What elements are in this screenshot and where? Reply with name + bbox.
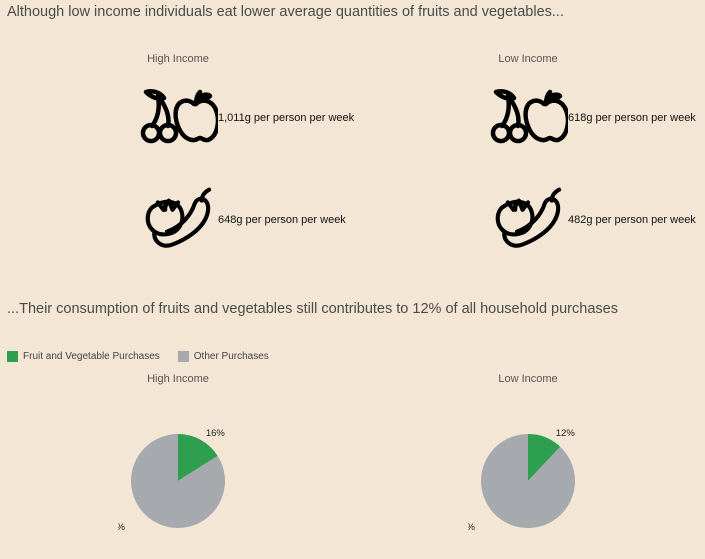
slice-other xyxy=(481,434,575,528)
legend-item-other: Other Purchases xyxy=(177,351,269,362)
bottom-heading: ...Their consumption of fruits and veget… xyxy=(7,301,618,317)
legend: Fruit and Vegetable Purchases Other Purc… xyxy=(7,351,287,362)
vegetable-icon xyxy=(488,186,568,250)
label-fruit-veg: 16% xyxy=(206,428,226,439)
high-fruit-quantity: 1,011g per person per week xyxy=(218,112,355,124)
pie-title-high: High Income xyxy=(147,373,209,385)
pie-chart-high: 16% 84% xyxy=(118,415,248,545)
low-veg-quantity: 482g per person per week xyxy=(568,214,696,226)
legend-label-other: Other Purchases xyxy=(193,351,269,362)
pie-chart-low: 12% 88% xyxy=(468,415,598,545)
slice-fruit-veg xyxy=(528,434,561,481)
slice-fruit-veg xyxy=(178,434,218,481)
low-income-title: Low Income xyxy=(498,53,558,65)
high-veg-quantity: 648g per person per week xyxy=(218,214,346,226)
vegetable-icon xyxy=(138,186,218,250)
low-fruit-quantity: 618g per person per week xyxy=(568,112,696,124)
slice-other xyxy=(130,434,225,528)
top-heading: Although low income individuals eat lowe… xyxy=(7,4,564,20)
fruit-icon xyxy=(488,86,568,150)
legend-swatch-other xyxy=(177,351,189,362)
legend-swatch-fruit-veg xyxy=(7,351,18,362)
high-income-title: High Income xyxy=(147,53,209,65)
label-other: 88% xyxy=(468,522,476,533)
fruit-icon xyxy=(138,86,218,150)
legend-label-fruit-veg: Fruit and Vegetable Purchases xyxy=(23,351,160,362)
label-fruit-veg: 12% xyxy=(556,428,576,439)
pie-title-low: Low Income xyxy=(498,373,558,385)
legend-item-fruit-veg: Fruit and Vegetable Purchases xyxy=(7,351,160,362)
label-other: 84% xyxy=(118,522,126,533)
